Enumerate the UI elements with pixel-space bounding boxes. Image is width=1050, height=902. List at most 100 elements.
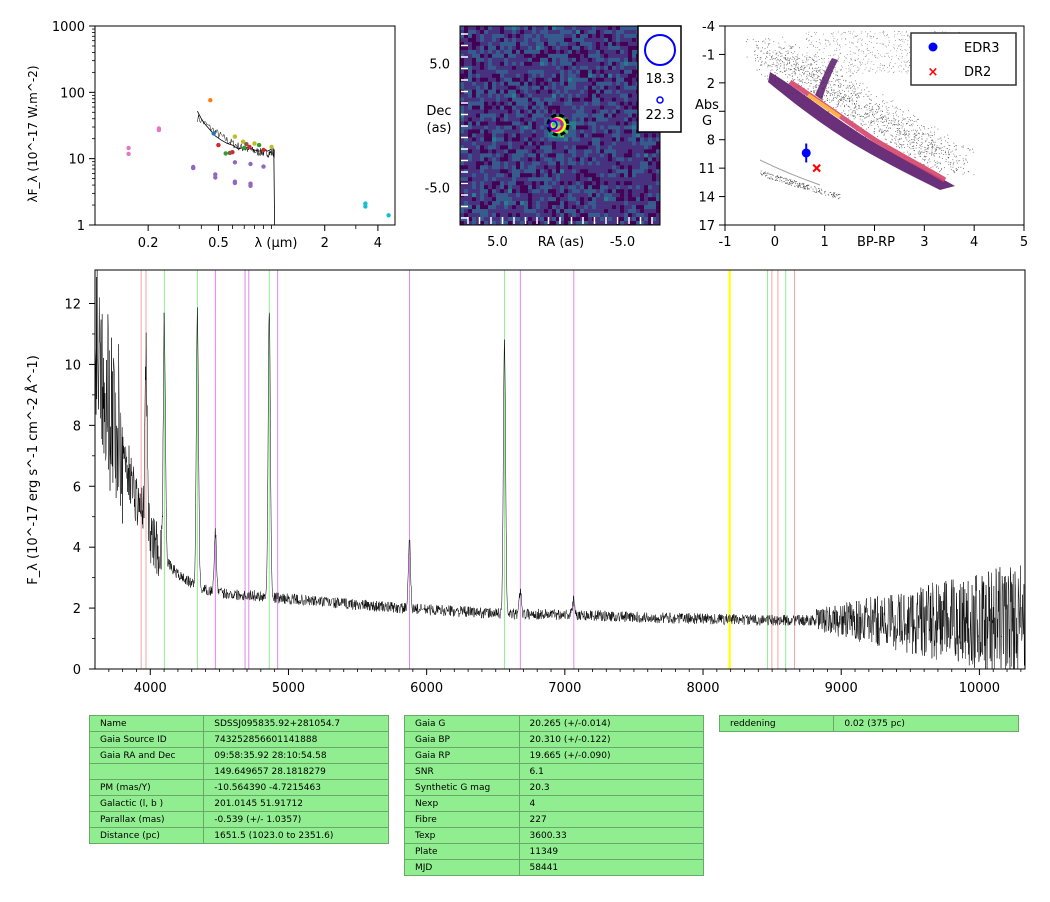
image-pixel bbox=[584, 149, 589, 154]
image-pixel bbox=[548, 29, 553, 35]
hr-wd-star bbox=[797, 183, 798, 185]
hr-background-star bbox=[799, 73, 801, 75]
image-pixel bbox=[472, 161, 477, 166]
hr-background-star bbox=[854, 110, 856, 111]
hr-wd-star bbox=[803, 184, 805, 186]
spectrum-xtick-label: 4000 bbox=[134, 681, 167, 696]
image-pixel bbox=[488, 145, 493, 150]
image-pixel bbox=[596, 161, 601, 166]
image-pixel bbox=[632, 157, 637, 162]
image-pixel bbox=[564, 101, 569, 106]
hr-background-star bbox=[914, 138, 915, 140]
giant-branch bbox=[815, 58, 838, 100]
hr-background-star bbox=[798, 80, 800, 82]
hr-background-star bbox=[803, 68, 804, 70]
image-pixel bbox=[460, 165, 465, 170]
image-pixel bbox=[480, 93, 485, 98]
hr-background-star bbox=[802, 54, 803, 56]
hr-background-star bbox=[795, 56, 797, 57]
hr-background-star bbox=[965, 159, 967, 161]
hr-giant-star bbox=[856, 35, 858, 36]
image-pixel bbox=[508, 73, 513, 79]
image-pixel bbox=[500, 101, 505, 106]
hr-giant-star bbox=[808, 34, 809, 35]
hr-background-star bbox=[837, 101, 839, 103]
image-pixel bbox=[568, 129, 573, 134]
image-pixel bbox=[500, 209, 505, 214]
image-pixel bbox=[632, 121, 637, 126]
hr-background-star bbox=[852, 110, 854, 112]
hr-background-star bbox=[811, 74, 812, 76]
image-pixel bbox=[560, 173, 565, 178]
image-pixel bbox=[484, 113, 489, 118]
hr-background-star bbox=[833, 97, 835, 99]
legend-mag-2: 22.3 bbox=[646, 108, 675, 123]
image-pixel bbox=[628, 217, 633, 222]
hr-background-star bbox=[807, 77, 808, 79]
image-pixel bbox=[504, 81, 509, 86]
image-pixel bbox=[556, 93, 561, 98]
hr-wd-star bbox=[814, 186, 816, 187]
image-pixel bbox=[480, 201, 485, 206]
hr-background-star bbox=[770, 70, 772, 72]
image-pixel bbox=[576, 177, 581, 182]
image-pixel bbox=[608, 133, 613, 138]
image-pixel bbox=[596, 37, 601, 43]
image-pixel bbox=[612, 137, 617, 142]
image-pixel bbox=[616, 141, 621, 146]
image-pixel bbox=[496, 209, 501, 214]
hr-background-star bbox=[961, 146, 963, 148]
image-pixel bbox=[472, 109, 477, 114]
hr-wd-star bbox=[785, 182, 787, 183]
hr-background-star bbox=[853, 92, 855, 94]
hr-background-star bbox=[821, 72, 823, 74]
hr-giant-star bbox=[806, 38, 807, 40]
hr-background-star bbox=[797, 62, 799, 64]
image-pixel bbox=[508, 125, 513, 130]
image-pixel bbox=[556, 57, 561, 63]
hr-background-star bbox=[870, 121, 872, 123]
image-pixel bbox=[520, 109, 525, 114]
image-pixel bbox=[600, 65, 605, 71]
hr-background-star bbox=[802, 70, 804, 71]
image-pixel bbox=[604, 193, 609, 198]
hr-background-star bbox=[813, 74, 814, 76]
hr-background-star bbox=[776, 73, 778, 74]
image-pixel bbox=[596, 209, 601, 214]
image-pixel bbox=[576, 49, 581, 55]
image-pixel bbox=[508, 77, 513, 83]
image-pixel bbox=[484, 81, 489, 86]
image-pixel bbox=[576, 57, 581, 63]
hr-background-star bbox=[871, 124, 873, 126]
hr-background-star bbox=[921, 146, 923, 148]
image-pixel bbox=[472, 97, 477, 102]
image-pixel bbox=[576, 193, 581, 198]
hr-background-star bbox=[799, 47, 800, 49]
hr-background-star bbox=[947, 142, 949, 143]
hr-background-star bbox=[928, 152, 930, 154]
hr-background-star bbox=[916, 138, 918, 140]
image-pixel bbox=[568, 185, 573, 190]
hr-background-star bbox=[852, 111, 854, 113]
hr-background-star bbox=[950, 166, 952, 168]
hr-background-star bbox=[822, 99, 824, 101]
hr-wd-star bbox=[787, 183, 789, 185]
image-pixel bbox=[556, 33, 561, 39]
image-pixel bbox=[620, 197, 625, 202]
image-pixel bbox=[644, 177, 649, 182]
image-pixel bbox=[552, 149, 557, 154]
image-pixel bbox=[580, 73, 585, 79]
image-pixel bbox=[532, 133, 537, 138]
hr-giant-star bbox=[898, 45, 899, 47]
hr-background-star bbox=[778, 51, 780, 53]
image-pixel bbox=[608, 117, 613, 122]
image-pixel bbox=[532, 69, 537, 75]
hr-background-star bbox=[778, 63, 780, 65]
image-pixel bbox=[536, 109, 541, 114]
hr-background-star bbox=[948, 151, 949, 153]
image-pixel bbox=[460, 33, 465, 39]
hr-background-star bbox=[892, 100, 894, 102]
image-pixel bbox=[568, 181, 573, 186]
image-pixel bbox=[568, 145, 573, 150]
image-pixel bbox=[640, 137, 645, 142]
